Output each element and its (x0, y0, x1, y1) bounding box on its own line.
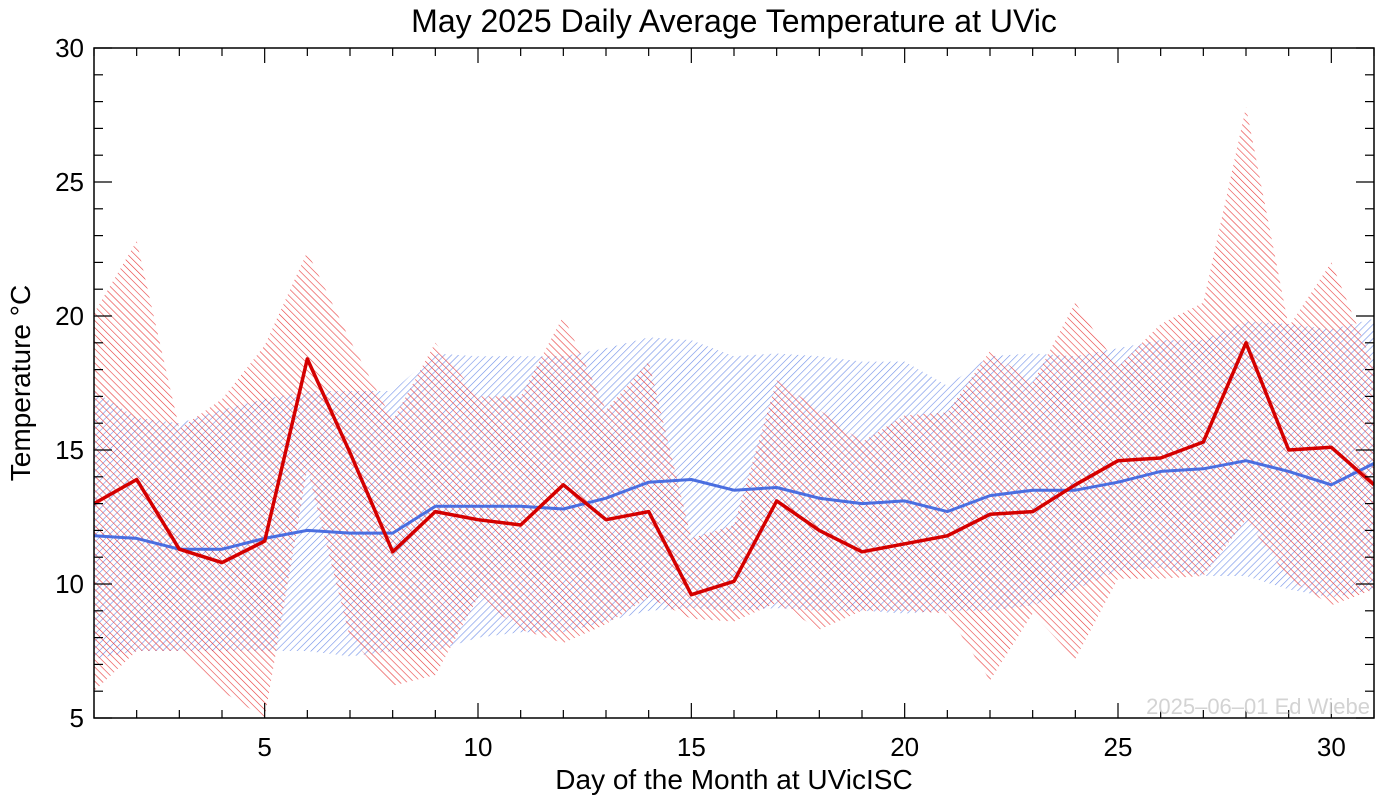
y-tick-label: 5 (70, 703, 84, 733)
y-tick-label: 15 (55, 435, 84, 465)
y-tick-label: 25 (55, 167, 84, 197)
y-tick-label: 10 (55, 569, 84, 599)
axis-ticks: 5 10 15 20 25 30 5 10 15 20 25 30 (55, 33, 1375, 762)
x-tick-label: 30 (1317, 732, 1346, 762)
bands-layer (94, 107, 1374, 718)
current-range-band (94, 107, 1374, 718)
y-tick-label: 30 (55, 33, 84, 63)
x-tick-label: 20 (890, 732, 919, 762)
x-axis-label: Day of the Month at UVicISC (555, 764, 912, 795)
y-axis-label: Temperature °C (5, 285, 36, 481)
y-tick-label: 20 (55, 301, 84, 331)
lines-layer (94, 341, 1374, 597)
x-tick-label: 10 (464, 732, 493, 762)
x-tick-label: 25 (1104, 732, 1133, 762)
x-tick-label: 5 (257, 732, 271, 762)
credit-text: 2025–06–01 Ed Wiebe (1146, 694, 1370, 719)
x-tick-label: 15 (677, 732, 706, 762)
chart-title: May 2025 Daily Average Temperature at UV… (411, 3, 1057, 39)
